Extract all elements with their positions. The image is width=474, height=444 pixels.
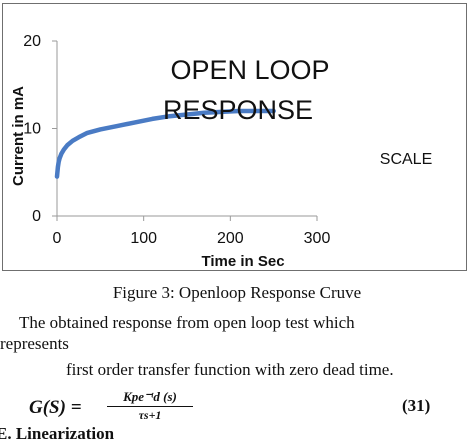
body-text-line: The obtained response from open loop tes… [19, 313, 355, 332]
section-heading: E. Linearization [0, 424, 115, 443]
equation-lhs: G(S) = [29, 397, 82, 418]
y-tick-label: 0 [32, 208, 41, 225]
equation: G(S) = Kpe⁻ᵗd (s) τs+1 [29, 389, 229, 423]
fraction-bar [107, 406, 193, 407]
y-tick-label: 20 [23, 33, 41, 50]
figure-caption: Figure 3: Openloop Response Cruve [112, 283, 362, 302]
figure-chart: 0 10 20 0 100 200 300 OPEN LOOP RESPONSE SCALE Tim… [2, 3, 467, 271]
y-axis-label: Current in mA [10, 86, 27, 186]
x-axis-label: Time in Sec [201, 253, 284, 270]
equation-denominator: τs+1 [138, 408, 162, 422]
chart-title-line: OPEN LOOP [170, 55, 329, 85]
body-text-line: first order transfer function with zero … [66, 360, 394, 379]
x-tick-label: 300 [304, 230, 331, 247]
equation-number: (31) [402, 396, 431, 415]
x-tick-label: 200 [217, 230, 244, 247]
y-tick-label: 10 [23, 121, 41, 138]
x-tick-label: 0 [53, 230, 62, 247]
side-label: SCALE [380, 151, 432, 168]
x-tick-label: 100 [130, 230, 157, 247]
equation-numerator: Kpe⁻ᵗd (s) [123, 389, 177, 404]
equation-fraction: Kpe⁻ᵗd (s) τs+1 [105, 389, 195, 423]
chart-title-line: RESPONSE [163, 95, 313, 125]
body-text-line: represents [0, 334, 69, 353]
series-line [54, 108, 276, 179]
